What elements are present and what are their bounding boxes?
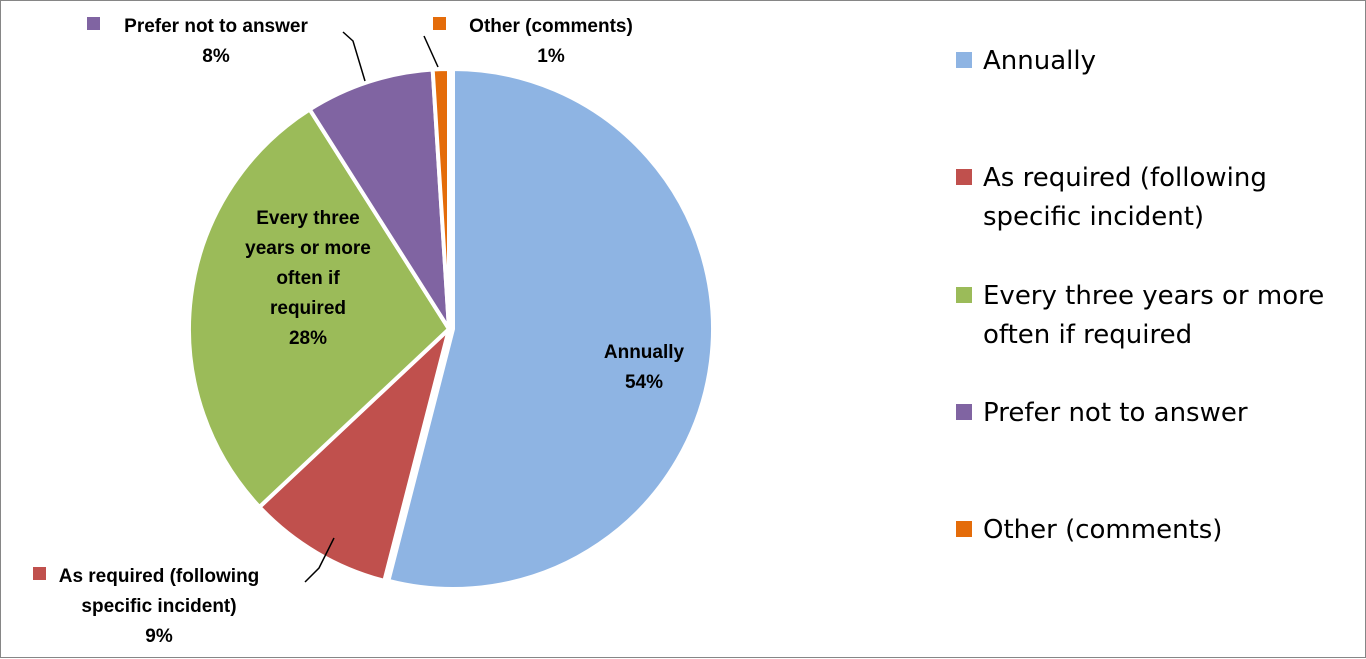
data-label-marker-other (433, 17, 446, 30)
legend-label-prefer-not: Prefer not to answer (983, 398, 1248, 428)
legend-label-as-required: As required (following specific incident) (983, 163, 1267, 232)
pie-slice-other (430, 66, 451, 330)
data-label-as-required: As required (following specific incident)… (59, 566, 260, 647)
leader-line-other (423, 35, 439, 68)
data-labels: Annually 54% As required (following specifi… (33, 16, 685, 647)
data-label-every-three-years: Every three years or more often if required… (245, 208, 371, 349)
data-label-other: Other (comments) 1% (469, 16, 633, 67)
data-label-marker-prefer-not (87, 17, 100, 30)
legend-item-prefer-not: Prefer not to answer (956, 398, 1248, 428)
legend-label-annually: Annually (983, 46, 1096, 76)
legend-swatch-other (956, 521, 972, 537)
legend-item-as-required: As required (following specific incident) (956, 163, 1267, 232)
pie-slices (187, 66, 715, 591)
pie-slice-prefer-not (306, 67, 451, 331)
data-label-prefer-not: Prefer not to answer 8% (124, 16, 308, 67)
legend-swatch-as-required (956, 169, 972, 185)
leader-line-as-required (304, 537, 335, 583)
legend-swatch-every-three-years (956, 287, 972, 303)
legend-label-every-three-years: Every three years or more often if requir… (983, 281, 1324, 350)
legend-swatch-prefer-not (956, 404, 972, 420)
legend-swatch-annually (956, 52, 972, 68)
legend-item-other: Other (comments) (956, 515, 1222, 545)
pie-slice-as-required (256, 322, 453, 584)
data-label-marker-as-required (33, 567, 46, 580)
legend-label-other: Other (comments) (983, 515, 1222, 545)
leader-line-prefer-not (342, 31, 366, 82)
data-label-annually: Annually 54% (604, 342, 685, 393)
legend-item-every-three-years: Every three years or more often if requir… (956, 281, 1324, 350)
pie-slice-annually (385, 66, 715, 591)
legend-item-annually: Annually (956, 46, 1096, 76)
legend: Annually As required (following specific i… (956, 46, 1324, 545)
pie-slice-every-three-years (187, 106, 452, 510)
